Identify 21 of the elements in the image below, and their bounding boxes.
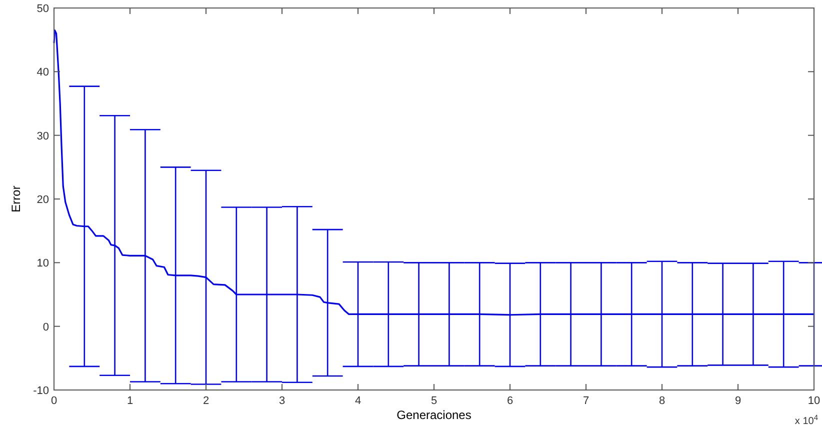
y-tick-label: 40	[36, 66, 49, 79]
y-tick-label: 50	[36, 3, 49, 15]
x-tick-label: 0	[50, 395, 58, 407]
y-tick-label: 0	[42, 321, 49, 334]
x-tick-label: 2	[202, 395, 210, 407]
y-tick-label: 30	[36, 130, 49, 142]
x-tick-label: 10	[808, 395, 820, 407]
x-axis-title: Generaciones	[396, 408, 472, 422]
x-tick-label: 9	[734, 395, 742, 407]
y-tick-label: 20	[36, 194, 49, 206]
x-tick-label: 4	[354, 395, 362, 407]
x-tick-label: 8	[658, 395, 666, 407]
x-tick-label: 3	[278, 395, 286, 407]
x-tick-label: 5	[430, 395, 438, 407]
y-axis-title: Error	[9, 186, 23, 212]
x-tick-label: 1	[126, 395, 134, 407]
y-tick-label: -10	[33, 385, 49, 397]
x-tick-label: 6	[506, 395, 514, 407]
text: x 10$^{4}$	[794, 412, 818, 425]
y-tick-label: 10	[36, 258, 49, 270]
x-tick-label: 7	[582, 395, 590, 407]
